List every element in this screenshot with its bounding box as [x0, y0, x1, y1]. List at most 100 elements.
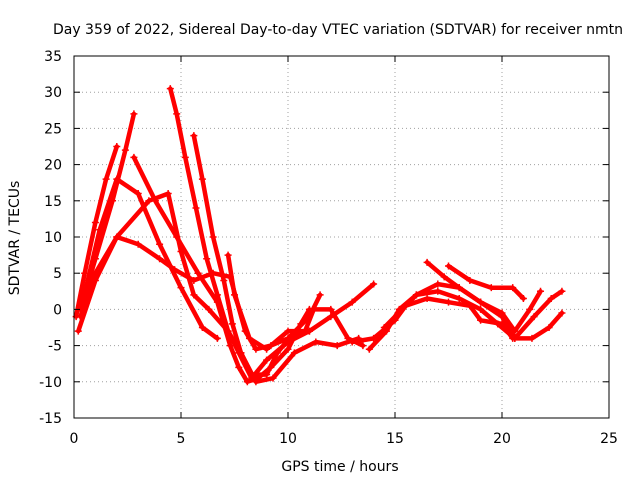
- y-tick-label: -15: [39, 411, 62, 427]
- data-point-marker: [237, 349, 245, 357]
- data-point-marker: [359, 342, 367, 350]
- data-point-marker: [130, 110, 138, 118]
- data-point-marker: [267, 363, 275, 371]
- data-point-marker: [344, 334, 352, 342]
- data-point-marker: [284, 338, 292, 346]
- data-point-marker: [284, 345, 292, 353]
- data-point-marker: [509, 284, 517, 292]
- y-tick-labels: -15 -10 -5 0 5 10 15 20 25 30 35: [39, 49, 62, 427]
- series-track-12: [424, 260, 543, 334]
- series-track-13: [446, 263, 526, 301]
- data-point-marker: [213, 334, 221, 342]
- data-point-marker: [348, 298, 356, 306]
- data-point-marker: [269, 374, 277, 382]
- series-track-5: [78, 191, 312, 377]
- y-tick-label: 15: [44, 194, 62, 210]
- y-tick-label: 5: [53, 266, 62, 282]
- data-point-marker: [537, 287, 545, 295]
- data-point-marker: [487, 284, 495, 292]
- data-point-marker: [423, 295, 431, 303]
- y-tick-label: 25: [44, 121, 62, 137]
- data-series-group: [72, 85, 566, 386]
- data-point-marker: [423, 258, 431, 266]
- series-track-14: [382, 296, 515, 341]
- series-track-8: [191, 133, 361, 385]
- data-point-marker: [511, 327, 519, 335]
- y-tick-label: 20: [44, 158, 62, 174]
- data-point-marker: [434, 280, 442, 288]
- data-point-marker: [166, 85, 174, 93]
- axis-ticks: [73, 55, 610, 419]
- data-point-marker: [228, 320, 236, 328]
- data-point-marker: [348, 338, 356, 346]
- chart-title: Day 359 of 2022, Sidereal Day-to-day VTE…: [53, 22, 623, 38]
- data-point-marker: [113, 233, 121, 241]
- data-point-marker: [466, 276, 474, 284]
- y-tick-label: 10: [44, 230, 62, 246]
- x-tick-label: 25: [600, 431, 618, 447]
- data-point-marker: [134, 240, 142, 248]
- data-point-marker: [243, 378, 251, 386]
- y-tick-label: 0: [53, 302, 62, 318]
- series-track-1: [73, 144, 120, 319]
- data-point-marker: [156, 255, 164, 263]
- x-tick-label: 15: [386, 431, 404, 447]
- data-point-marker: [477, 305, 485, 313]
- data-point-marker: [316, 291, 324, 299]
- series-track-9: [225, 252, 366, 352]
- data-point-marker: [177, 284, 185, 292]
- x-tick-label: 5: [177, 431, 186, 447]
- data-point-marker: [252, 378, 260, 386]
- x-tick-label: 10: [279, 431, 297, 447]
- data-point-marker: [231, 291, 238, 299]
- data-point-marker: [173, 233, 181, 241]
- data-point-marker: [263, 356, 271, 364]
- data-point-marker: [445, 262, 452, 270]
- data-point-marker: [76, 313, 84, 321]
- data-point-marker: [434, 287, 442, 295]
- data-point-marker: [226, 342, 234, 350]
- data-point-marker: [96, 226, 104, 234]
- data-point-marker: [113, 175, 121, 183]
- data-point-marker: [198, 324, 206, 331]
- data-point-marker: [382, 327, 390, 335]
- data-point-marker: [365, 345, 373, 353]
- data-point-marker: [113, 143, 121, 150]
- data-point-marker: [173, 110, 181, 118]
- data-point-marker: [224, 251, 232, 259]
- data-point-marker: [151, 197, 159, 205]
- data-point-marker: [498, 320, 506, 328]
- x-tick-label: 20: [493, 431, 511, 447]
- data-point-marker: [134, 190, 142, 198]
- data-point-marker: [498, 309, 506, 317]
- data-point-marker: [545, 324, 553, 331]
- y-tick-label: -10: [39, 375, 62, 391]
- y-tick-label: 35: [44, 49, 62, 65]
- data-point-marker: [192, 204, 200, 212]
- data-point-marker: [245, 334, 253, 342]
- data-point-marker: [252, 345, 260, 353]
- data-point-marker: [213, 291, 221, 299]
- y-tick-label: 30: [44, 85, 62, 101]
- data-point-marker: [312, 338, 320, 346]
- data-point-marker: [412, 291, 420, 299]
- data-point-marker: [301, 327, 309, 335]
- data-point-marker: [547, 295, 555, 303]
- y-tick-label: -5: [48, 339, 62, 355]
- data-point-marker: [190, 291, 198, 299]
- grid-lines: [74, 56, 609, 418]
- data-point-marker: [370, 280, 378, 288]
- data-point-marker: [81, 269, 89, 277]
- x-tick-labels: 0 5 10 15 20 25: [70, 431, 618, 447]
- data-point-marker: [519, 295, 527, 303]
- data-point-marker: [194, 269, 202, 277]
- data-point-marker: [477, 298, 485, 306]
- x-tick-label: 0: [70, 431, 79, 447]
- data-point-marker: [333, 342, 341, 350]
- data-point-marker: [530, 313, 538, 321]
- data-point-marker: [558, 287, 566, 295]
- data-point-marker: [156, 240, 164, 248]
- y-axis-label: SDTVAR / TECUs: [7, 181, 23, 296]
- data-point-marker: [74, 327, 82, 335]
